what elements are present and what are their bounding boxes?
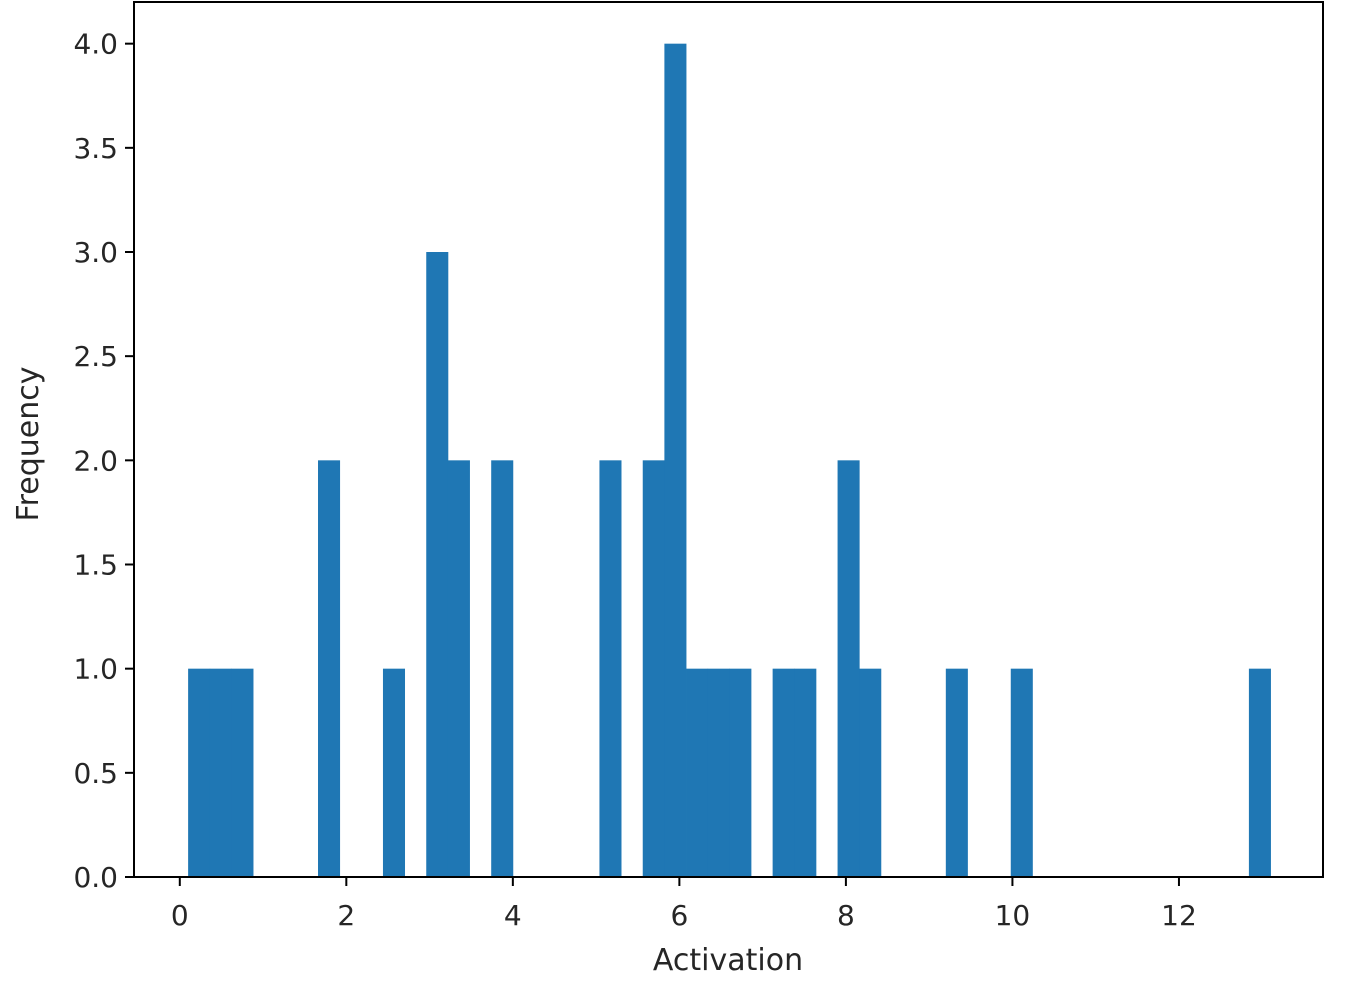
histogram-bar (1010, 668, 1033, 877)
x-tick-label: 12 (1161, 899, 1197, 932)
histogram-bar (491, 460, 514, 877)
x-tick-label: 10 (995, 899, 1031, 932)
x-tick-label: 8 (837, 899, 855, 932)
histogram-bar (945, 668, 968, 877)
y-tick-label: 0.0 (73, 861, 118, 894)
histogram-bar (642, 460, 665, 877)
x-tick-label: 4 (504, 899, 522, 932)
bars (188, 43, 1271, 878)
y-tick-label: 1.0 (73, 653, 118, 686)
y-tick-label: 0.5 (73, 757, 118, 790)
x-axis-ticks: 0 2 4 6 8 10 12 (171, 877, 1197, 932)
y-tick-label: 4.0 (73, 28, 118, 61)
x-axis-label: Activation (653, 943, 803, 978)
y-tick-label: 2.0 (73, 444, 118, 477)
histogram-bar (426, 252, 449, 877)
y-axis-ticks: 0.0 0.5 1.0 1.5 2.0 2.5 3.0 3.5 4.0 (73, 28, 134, 894)
histogram-bar (209, 668, 232, 877)
y-tick-label: 2.5 (73, 340, 118, 373)
y-tick-label: 3.0 (73, 236, 118, 269)
y-tick-label: 1.5 (73, 549, 118, 582)
histogram-bar (382, 668, 406, 877)
histogram-bar (707, 668, 730, 877)
histogram-bar (447, 460, 470, 877)
histogram-bar (231, 668, 254, 877)
x-tick-label: 0 (171, 899, 189, 932)
histogram-bar (794, 668, 817, 877)
histogram-bar (188, 668, 211, 877)
histogram-bar (686, 668, 709, 877)
histogram-bar (859, 668, 882, 877)
plot-frame (133, 1, 1324, 878)
x-tick-label: 2 (337, 899, 355, 932)
y-tick-label: 3.5 (73, 132, 118, 165)
y-axis-label: Frequency (11, 367, 46, 522)
histogram-bar (664, 43, 687, 878)
histogram-bar (772, 668, 795, 877)
x-tick-label: 6 (670, 899, 688, 932)
histogram-bar (318, 460, 341, 877)
histogram-bar (1248, 668, 1271, 877)
histogram-bar (837, 460, 860, 877)
histogram-bar (729, 668, 752, 877)
histogram-bar (599, 460, 622, 877)
